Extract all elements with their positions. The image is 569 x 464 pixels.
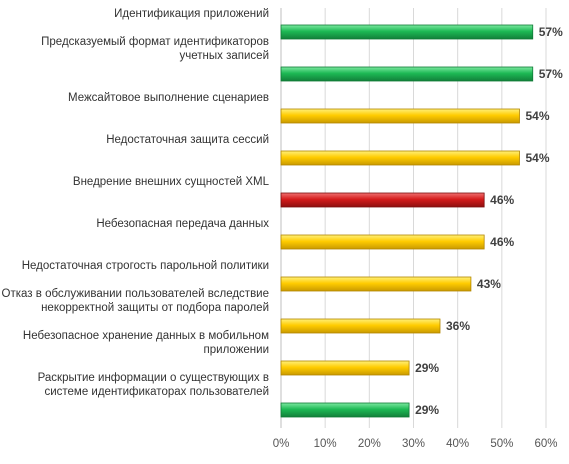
bars: [280, 24, 534, 418]
bar: [280, 108, 520, 124]
bar: [280, 402, 410, 418]
category-label: Недостаточная защита сессий: [0, 133, 269, 147]
bar: [280, 66, 534, 82]
x-axis-tick-labels: 0% 10% 20% 30% 40% 50% 60%: [273, 438, 558, 450]
bar: [280, 318, 441, 334]
category-label-line: системе идентификаторах пользователей: [44, 386, 269, 398]
value-label: 54%: [526, 151, 550, 165]
category-label-line: Идентификация приложений: [114, 8, 269, 20]
x-tick-label: 50%: [490, 438, 513, 450]
category-label-line: Недостаточная строгость парольной полити…: [21, 260, 269, 272]
category-label-line: приложении: [203, 344, 269, 356]
bar: [280, 276, 472, 292]
category-label-line: Предсказуемый формат идентификаторов: [41, 36, 269, 48]
category-label: Идентификация приложений: [0, 7, 269, 21]
category-label: Предсказуемый формат идентификаторов учет…: [0, 35, 269, 63]
category-label: Межсайтовое выполнение сценариев: [0, 91, 269, 105]
x-tick-label: 60%: [534, 438, 557, 450]
x-tick-label: 40%: [446, 438, 469, 450]
category-label-line: некорректной защиты от подбора паролей: [41, 302, 269, 314]
category-label: Небезопасное хранение данных в мобильном…: [0, 329, 269, 357]
category-label-line: Раскрытие информации о существующих в: [37, 372, 269, 384]
category-label-line: Небезопасное хранение данных в мобильном: [22, 330, 269, 342]
category-label-line: учетных записей: [179, 50, 269, 62]
bar: [280, 192, 485, 208]
category-label-line: Недостаточная защита сессий: [106, 134, 269, 146]
bar: [280, 150, 520, 166]
category-label-line: Внедрение внешних сущностей XML: [72, 176, 269, 188]
category-label: Раскрытие информации о существующих в сис…: [0, 371, 269, 399]
value-label: 46%: [490, 193, 514, 207]
bar: [280, 234, 485, 250]
x-tick-label: 30%: [402, 438, 425, 450]
value-label: 36%: [446, 319, 470, 333]
x-tick-label: 10%: [314, 438, 337, 450]
bar: [280, 24, 534, 40]
value-label: 57%: [539, 25, 563, 39]
x-tick-label: 0%: [273, 438, 290, 450]
category-label: Небезопасная передача данных: [0, 217, 269, 231]
category-label-line: Небезопасная передача данных: [96, 218, 269, 230]
value-label: 29%: [415, 361, 439, 375]
value-label: 29%: [415, 403, 439, 417]
category-label: Внедрение внешних сущностей XML: [0, 175, 269, 189]
category-label: Отказ в обслуживании пользователей вслед…: [0, 287, 269, 315]
value-labels: 57% 57% 54% 54% 46% 46% 43% 36% 29% 29%: [415, 25, 563, 417]
bar: [280, 360, 410, 376]
value-label: 46%: [490, 235, 514, 249]
value-label: 54%: [526, 109, 550, 123]
category-label: Недостаточная строгость парольной полити…: [0, 259, 269, 273]
category-label-line: Отказ в обслуживании пользователей вслед…: [1, 288, 269, 300]
value-label: 43%: [477, 277, 501, 291]
category-label-line: Межсайтовое выполнение сценариев: [68, 92, 269, 104]
value-label: 57%: [539, 67, 563, 81]
x-tick-label: 20%: [358, 438, 381, 450]
